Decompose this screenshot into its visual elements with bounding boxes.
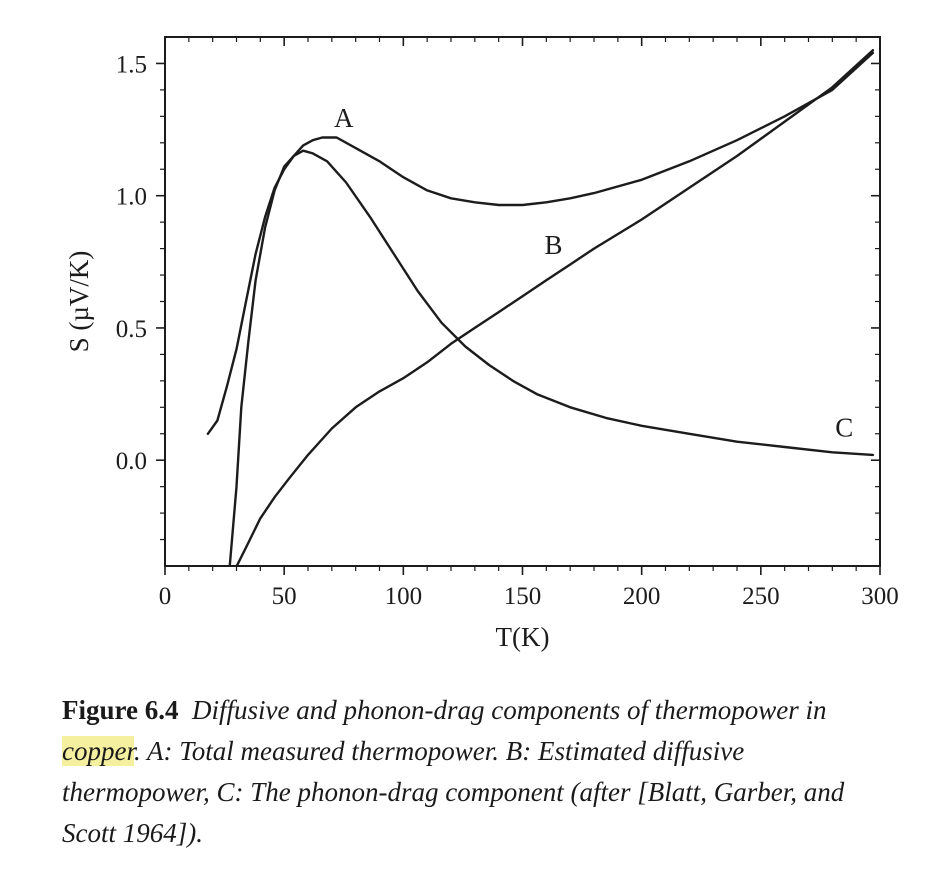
- x-tick-label: 150: [504, 583, 542, 610]
- x-tick-label: 50: [272, 583, 297, 610]
- caption-text-end: . A: Total measured thermopower. B: Esti…: [62, 736, 845, 848]
- x-tick-label: 100: [385, 583, 423, 610]
- series-label-c: C: [835, 412, 853, 442]
- figure-caption: Figure 6.4 Diffusive and phonon-drag com…: [62, 690, 862, 854]
- series-line-c: [228, 149, 875, 566]
- caption-highlight: copper: [62, 736, 134, 766]
- series-line-b: [235, 49, 875, 566]
- caption-text-start: Diffusive and phonon-drag components of …: [192, 695, 827, 725]
- thermopower-chart: 0 50 100 150 200 250 300 1.5 1.0 0.5 0.0 T(K) S (µV…: [64, 36, 899, 652]
- x-tick-label: 300: [861, 583, 899, 610]
- x-tick-label: 0: [159, 583, 172, 610]
- plot-frame: [164, 36, 881, 567]
- x-axis-label: T(K): [496, 622, 550, 652]
- x-tick-label: 250: [742, 583, 780, 610]
- y-tick-label: 0.0: [116, 448, 147, 475]
- series-line-a: [206, 51, 875, 435]
- series-label-a: A: [334, 103, 354, 133]
- caption-label: Figure 6.4: [62, 695, 179, 725]
- y-tick-label: 0.5: [116, 316, 147, 343]
- y-tick-label: 1.5: [116, 51, 147, 78]
- series-label-b: B: [544, 230, 562, 260]
- y-axis-label: S (µV/K): [64, 251, 94, 353]
- x-tick-label: 200: [623, 583, 661, 610]
- y-tick-label: 1.0: [116, 184, 147, 211]
